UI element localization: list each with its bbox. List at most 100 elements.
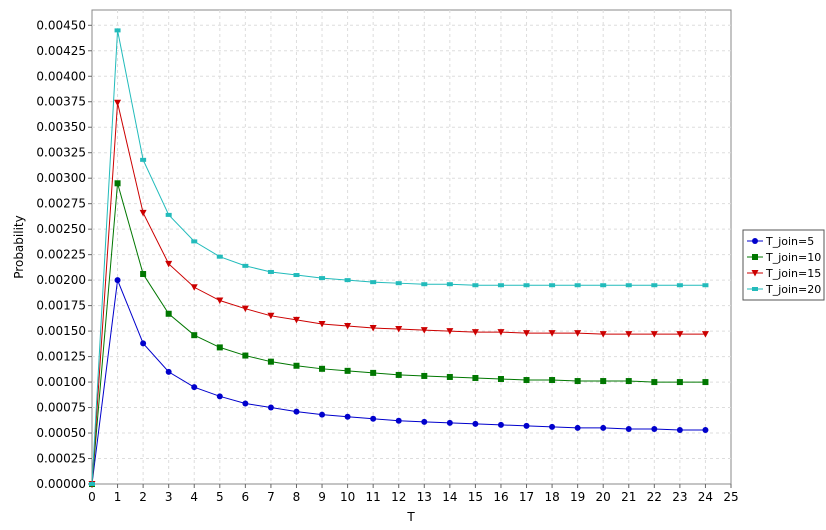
data-point: [267, 404, 274, 411]
x-tick-label: 4: [190, 490, 198, 504]
data-point: [472, 283, 479, 288]
data-point: [395, 417, 402, 424]
data-point: [651, 283, 658, 288]
data-point: [344, 278, 351, 283]
data-point: [293, 362, 300, 369]
data-point: [165, 368, 172, 375]
y-tick-label: 0.00150: [36, 324, 86, 338]
y-tick-label: 0.00025: [36, 452, 86, 466]
y-tick-label: 0.00075: [36, 401, 86, 415]
data-point: [625, 331, 633, 338]
data-point: [421, 372, 428, 379]
y-tick-label: 0.00425: [36, 44, 86, 58]
y-axis: 0.00000 0.00025 0.00050 0.00075 0.00100 0.001…: [36, 18, 92, 491]
data-point: [574, 330, 582, 337]
y-tick-label: 0.00350: [36, 120, 86, 134]
data-point: [242, 352, 249, 359]
legend-label: T_join=5: [765, 235, 814, 248]
data-point: [600, 283, 607, 288]
data-point: [497, 329, 505, 336]
data-point: [548, 330, 556, 337]
data-point: [114, 99, 122, 107]
y-tick-label: 0.00300: [36, 171, 86, 185]
data-point: [446, 373, 453, 380]
x-tick-label: 16: [493, 490, 508, 504]
data-point: [446, 282, 453, 287]
x-tick-label: 20: [596, 490, 611, 504]
y-tick-label: 0.00325: [36, 146, 86, 160]
data-point: [600, 378, 607, 385]
data-point: [165, 310, 172, 317]
data-point: [497, 421, 504, 428]
x-tick-label: 5: [216, 490, 224, 504]
data-point: [318, 320, 326, 328]
grid: [92, 10, 731, 484]
data-point: [267, 269, 274, 274]
series-layer: [88, 28, 709, 488]
data-point: [165, 260, 173, 268]
x-tick-label: 9: [318, 490, 326, 504]
data-point: [165, 212, 172, 217]
data-point: [446, 419, 453, 426]
data-point: [574, 378, 581, 385]
data-point: [676, 331, 684, 338]
legend-item: T_join=20: [747, 283, 821, 296]
data-point: [472, 420, 479, 427]
y-tick-label: 0.00225: [36, 248, 86, 262]
data-point: [114, 180, 121, 187]
x-tick-label: 14: [442, 490, 457, 504]
y-tick-label: 0.00050: [36, 426, 86, 440]
x-tick-label: 6: [242, 490, 250, 504]
data-point: [89, 482, 95, 486]
data-point: [651, 425, 658, 432]
data-point: [701, 331, 709, 338]
series-T_join=20: [89, 28, 709, 486]
data-point: [523, 422, 530, 429]
data-point: [140, 340, 147, 347]
data-point: [319, 276, 326, 281]
data-point: [292, 316, 300, 324]
x-tick-label: 1: [114, 490, 122, 504]
data-point: [344, 323, 352, 330]
data-point: [625, 283, 632, 288]
data-point: [549, 423, 556, 430]
data-point: [370, 415, 377, 422]
data-point: [421, 282, 428, 287]
y-tick-label: 0.00375: [36, 95, 86, 109]
x-axis-title: T: [406, 510, 415, 524]
data-point: [267, 358, 274, 365]
legend-item: T_join=5: [747, 235, 814, 248]
y-tick-label: 0.00100: [36, 375, 86, 389]
data-point: [216, 344, 223, 351]
data-point: [139, 209, 147, 217]
data-point: [216, 393, 223, 400]
data-point: [241, 305, 249, 313]
x-tick-label: 7: [267, 490, 275, 504]
data-point: [625, 425, 632, 432]
data-point: [216, 254, 223, 259]
data-point: [344, 413, 351, 420]
data-point: [676, 379, 683, 386]
x-tick-label: 12: [391, 490, 406, 504]
legend-item: T_join=15: [747, 267, 821, 280]
x-tick-label: 22: [647, 490, 662, 504]
legend-label: T_join=15: [765, 267, 821, 280]
data-point: [395, 371, 402, 378]
x-tick-label: 2: [139, 490, 147, 504]
data-point: [140, 157, 147, 162]
x-tick-label: 24: [698, 490, 713, 504]
data-point: [114, 277, 121, 284]
data-point: [420, 327, 428, 334]
x-tick-label: 17: [519, 490, 534, 504]
data-point: [574, 283, 581, 288]
data-point: [549, 377, 556, 384]
data-point: [140, 271, 147, 278]
legend-label: T_join=20: [765, 283, 821, 296]
legend-marker: [751, 270, 759, 277]
data-point: [191, 332, 198, 339]
data-point: [114, 28, 121, 33]
data-point: [191, 239, 198, 244]
y-tick-label: 0.00450: [36, 18, 86, 32]
legend-label: T_join=10: [765, 251, 821, 264]
